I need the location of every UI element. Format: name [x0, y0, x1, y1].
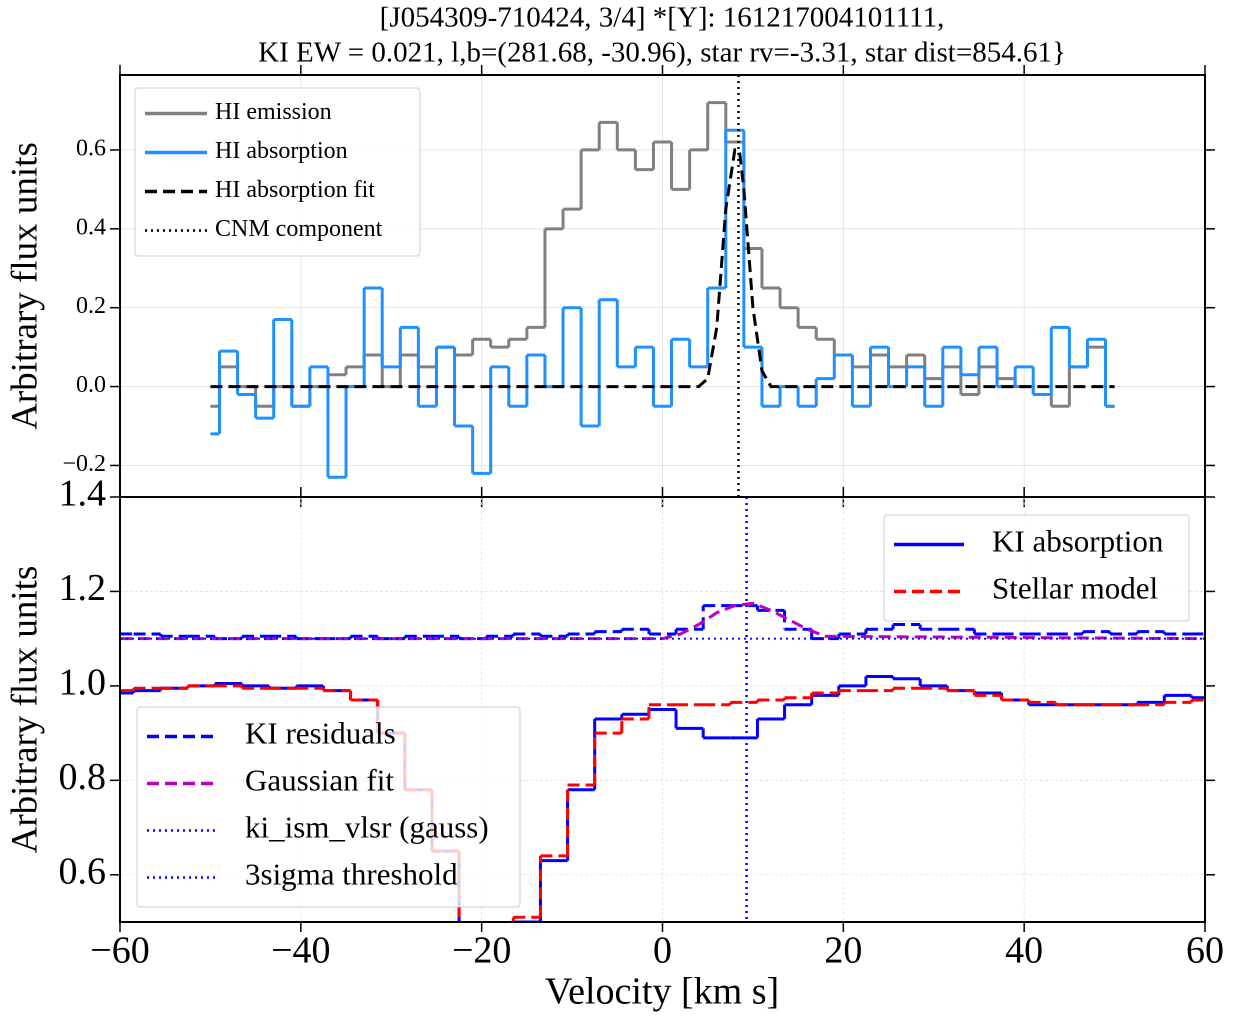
y-tick-label: 1.4 — [59, 473, 107, 515]
plot-area — [210, 75, 1115, 497]
y-tick-label: 0.6 — [76, 135, 106, 161]
y-tick-label: 0.8 — [59, 756, 107, 798]
x-tick-label: −20 — [452, 930, 511, 972]
axes-frame — [119, 496, 1206, 923]
chart-title: KI EW = 0.021, l,b=(281.68, -30.96), sta… — [258, 37, 1066, 69]
legend-label: Gaussian fit — [245, 763, 394, 798]
x-tick-label: 60 — [1186, 930, 1224, 972]
legend-label: KI residuals — [245, 716, 396, 751]
y-tick-label: 0.6 — [59, 850, 107, 892]
y-tick-label: −0.2 — [62, 451, 106, 477]
y-tick-label: 0.0 — [76, 372, 106, 398]
legend-label: CNM component — [215, 216, 383, 242]
plot-area — [120, 497, 1205, 922]
x-tick-label: −60 — [90, 930, 149, 972]
y-tick-label: 0.2 — [76, 293, 106, 319]
x-tick-label: 0 — [653, 930, 672, 972]
y-axis-label: Arbitrary flux units — [4, 142, 45, 430]
fit-line — [120, 601, 1205, 641]
y-tick-label: 1.0 — [59, 662, 107, 704]
y-axis-label: Arbitrary flux units — [4, 566, 45, 854]
x-tick-label: 40 — [1005, 930, 1043, 972]
legend-label: 3sigma threshold — [245, 857, 458, 892]
y-tick-label: 0.4 — [76, 214, 106, 240]
legend-box — [136, 706, 521, 908]
x-tick-label: −40 — [271, 930, 330, 972]
legend-box — [134, 87, 421, 257]
y-tick-label: 1.2 — [59, 567, 107, 609]
chart-title: [J054309-710424, 3/4] *[Y]: 161217004101… — [380, 2, 945, 34]
legend-label: Stellar model — [992, 571, 1158, 606]
x-axis-label: Velocity [km s] — [545, 971, 779, 1013]
x-tick-label: 20 — [824, 930, 862, 972]
legend-label: HI emission — [215, 99, 332, 125]
fit-line — [210, 148, 1115, 389]
legend-label: HI absorption fit — [215, 177, 375, 203]
legend-label: HI absorption — [215, 138, 348, 164]
legend-box — [883, 514, 1190, 622]
legend-label: KI absorption — [992, 524, 1164, 559]
legend-label: ki_ism_vlsr (gauss) — [245, 810, 489, 845]
